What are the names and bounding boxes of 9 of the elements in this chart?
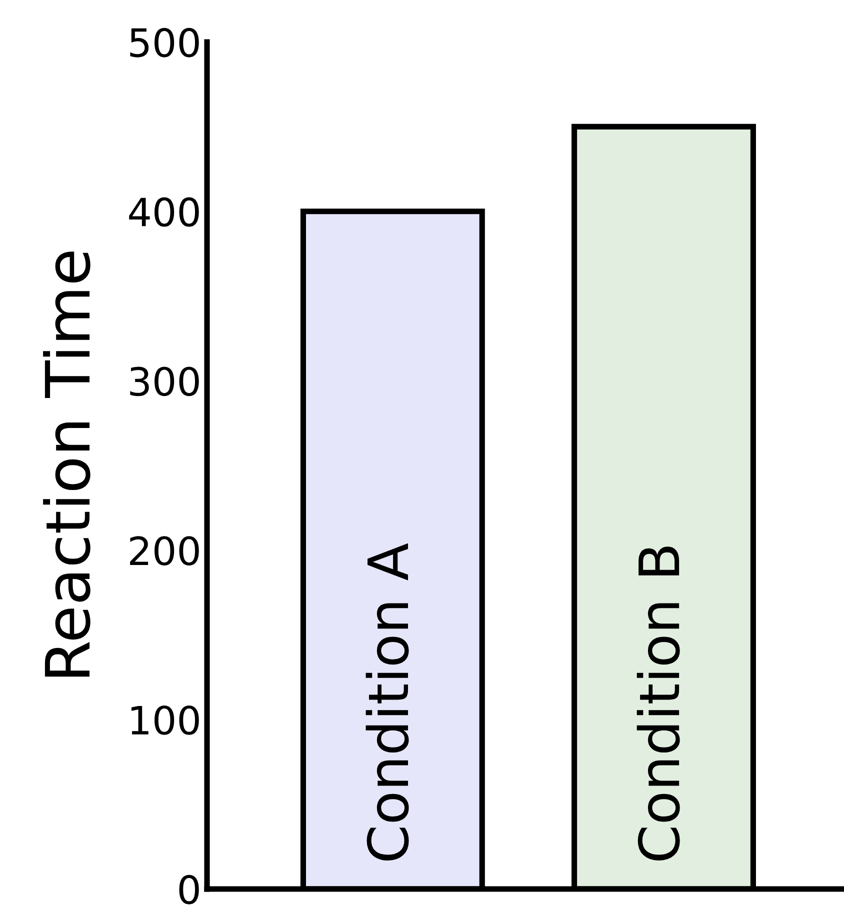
y-axis-title: Reaction Time bbox=[43, 252, 90, 677]
y-tick-label: 400 bbox=[129, 197, 199, 227]
y-tick-label: 300 bbox=[130, 366, 199, 396]
y-tick-label: 200 bbox=[130, 536, 199, 566]
y-tick-label: 0 bbox=[179, 874, 199, 904]
x-tick-label: Condition A bbox=[366, 543, 409, 860]
y-tick-label: 500 bbox=[130, 28, 199, 58]
x-tick-label: Condition B bbox=[636, 546, 680, 860]
y-tick-label: 100 bbox=[131, 706, 199, 735]
